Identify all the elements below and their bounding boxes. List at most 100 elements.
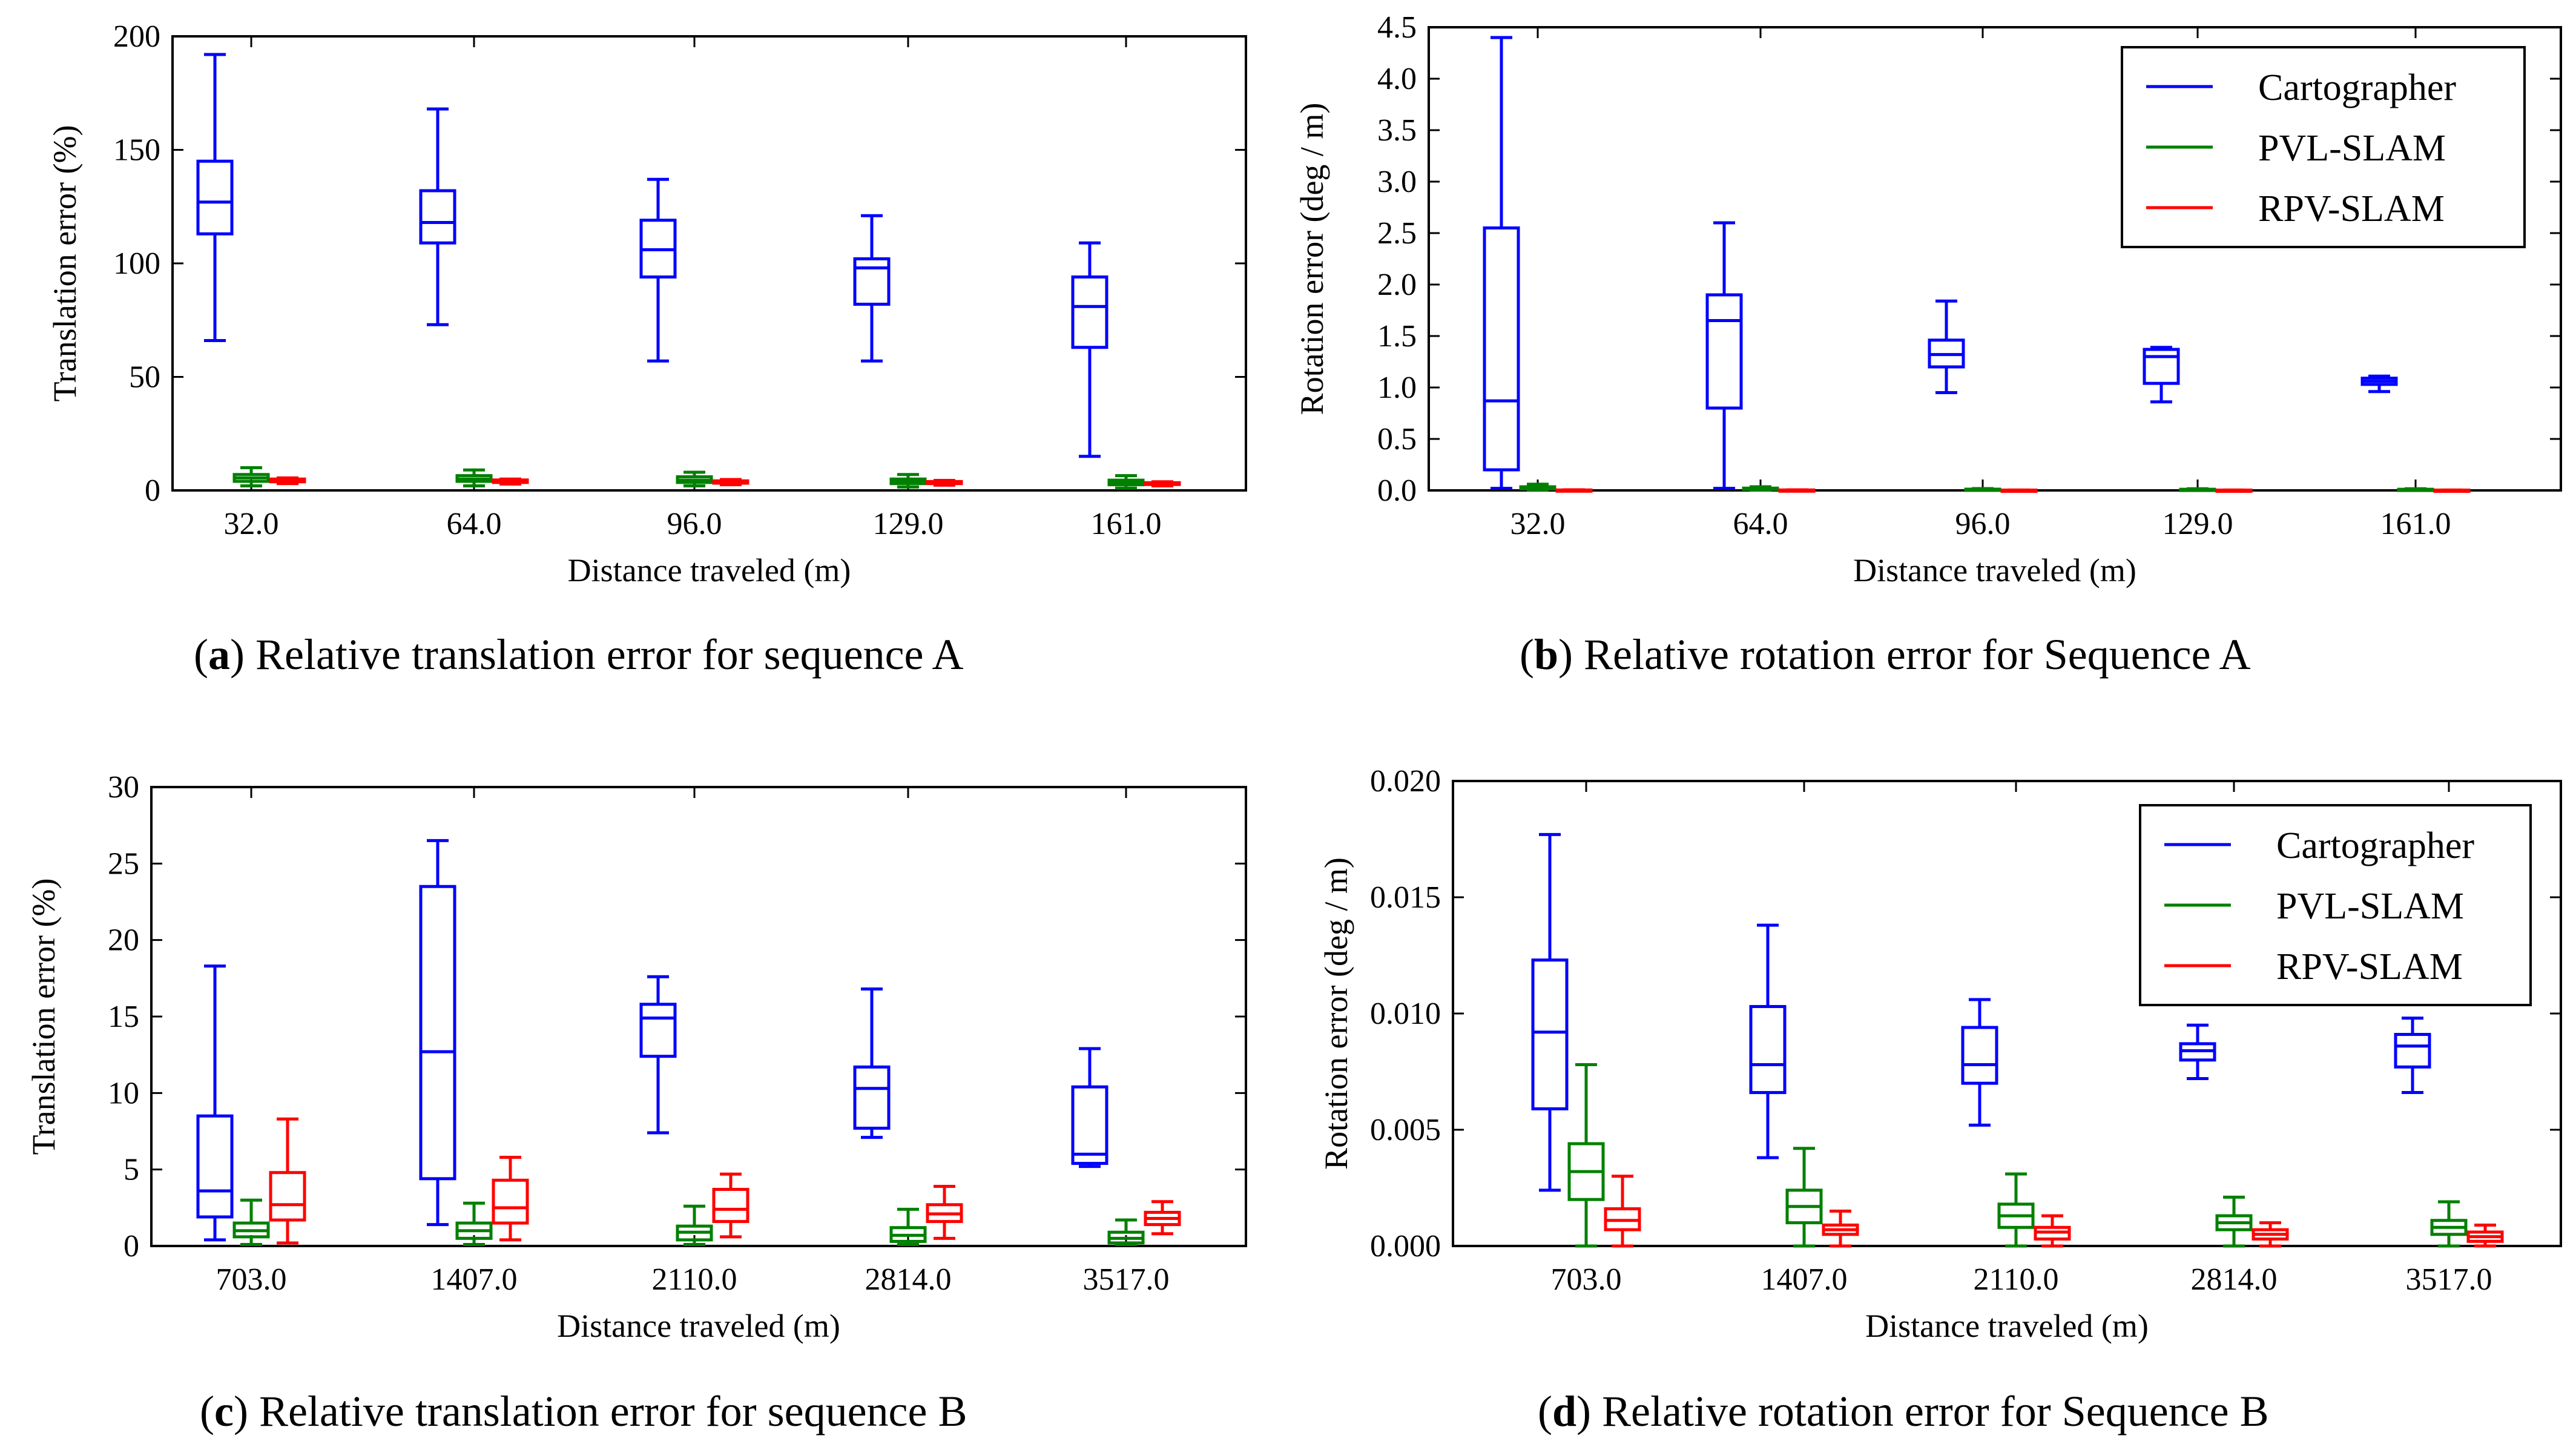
box-pvl-slam xyxy=(232,1198,270,1246)
x-tick-label: 96.0 xyxy=(1955,507,2011,541)
x-tick-label: 129.0 xyxy=(2163,507,2233,541)
box-cartographer xyxy=(1071,1047,1108,1168)
box-rpv-slam xyxy=(2215,488,2253,493)
box-pvl-slam xyxy=(676,470,713,487)
y-tick-label: 0 xyxy=(145,473,160,508)
x-tick-label: 2814.0 xyxy=(2191,1262,2278,1297)
y-tick-label: 30 xyxy=(108,770,139,805)
x-axis-label: Distance traveled (m) xyxy=(568,552,851,588)
x-tick-label: 32.0 xyxy=(224,507,279,541)
box-cartographer xyxy=(2143,346,2180,404)
box-cartographer xyxy=(853,214,891,363)
y-axis-label: Translation error (%) xyxy=(47,125,83,402)
x-axis-label: Distance traveled (m) xyxy=(1865,1308,2149,1344)
iqr-box xyxy=(1531,958,1569,1110)
y-tick-label: 0 xyxy=(124,1229,139,1264)
box-rpv-slam xyxy=(1144,1200,1181,1236)
plot-frame xyxy=(150,786,1247,1247)
iqr-box xyxy=(1483,226,1520,472)
y-tick-label: 15 xyxy=(108,1000,139,1034)
iqr-box xyxy=(853,257,891,306)
box-rpv-slam xyxy=(1604,1175,1641,1248)
y-tick-label: 10 xyxy=(108,1076,139,1110)
box-cartographer xyxy=(1531,832,1569,1192)
y-tick-label: 0.000 xyxy=(1370,1229,1441,1264)
y-axis-label: Translation error (%) xyxy=(25,878,62,1155)
caption-c-label: (c) xyxy=(200,1387,248,1435)
box-rpv-slam xyxy=(2252,1221,2289,1248)
box-rpv-slam xyxy=(1822,1209,1859,1248)
box-pvl-slam xyxy=(1785,1147,1823,1248)
box-cartographer xyxy=(1928,299,1965,394)
box-cartographer xyxy=(2179,1023,2216,1081)
box-pvl-slam xyxy=(1997,1172,2035,1248)
box-pvl-slam xyxy=(2179,487,2216,492)
x-tick-label: 2110.0 xyxy=(651,1262,737,1297)
x-tick-label: 64.0 xyxy=(447,507,502,541)
y-tick-label: 0.0 xyxy=(1377,473,1417,508)
box-rpv-slam xyxy=(2000,488,2038,493)
x-tick-label: 703.0 xyxy=(1551,1262,1622,1297)
y-tick-label: 0.020 xyxy=(1370,764,1441,799)
y-tick-label: 0.015 xyxy=(1370,880,1441,915)
caption-c-text: Relative translation error for sequence … xyxy=(248,1387,967,1435)
x-tick-label: 161.0 xyxy=(2380,507,2451,541)
y-tick-label: 20 xyxy=(108,923,139,958)
x-tick-label: 1407.0 xyxy=(1761,1262,1848,1297)
caption-b-label: (b) xyxy=(1520,630,1573,679)
legend-label: PVL-SLAM xyxy=(2258,128,2446,169)
box-pvl-slam xyxy=(2430,1200,2468,1248)
box-cartographer xyxy=(639,177,677,363)
iqr-box xyxy=(419,189,456,245)
caption-d: (d) Relative rotation error for Sequence… xyxy=(1538,1386,2269,1437)
box-pvl-slam xyxy=(1107,474,1145,490)
box-pvl-slam xyxy=(676,1204,713,1246)
chart-c: 0 5 10 15 20 25 30 703.0 1407.0 2110.0 2814.0 3517.… xyxy=(25,770,1247,1344)
iqr-box xyxy=(853,1065,891,1130)
box-pvl-slam xyxy=(1519,483,1556,492)
y-tick-label: 0.5 xyxy=(1377,422,1417,457)
y-tick-label: 50 xyxy=(129,360,160,395)
iqr-box xyxy=(1705,293,1743,410)
iqr-box xyxy=(1961,1026,1998,1085)
y-tick-label: 1.0 xyxy=(1377,371,1417,405)
box-pvl-slam xyxy=(455,468,493,487)
y-tick-label: 0.010 xyxy=(1370,997,1441,1031)
iqr-box xyxy=(1749,1004,1787,1095)
box-rpv-slam xyxy=(492,1155,529,1242)
box-rpv-slam xyxy=(1555,488,1593,493)
box-pvl-slam xyxy=(1567,1063,1605,1248)
iqr-box xyxy=(269,1171,306,1222)
box-rpv-slam xyxy=(2433,488,2471,493)
box-rpv-slam xyxy=(2034,1214,2071,1248)
caption-b: (b) Relative rotation error for Sequence… xyxy=(1520,630,2251,680)
caption-d-label: (d) xyxy=(1538,1387,1592,1435)
legend-label: RPV-SLAM xyxy=(2276,946,2463,987)
box-pvl-slam xyxy=(232,466,270,487)
caption-a: (a) Relative translation error for seque… xyxy=(194,630,964,680)
y-tick-label: 3.0 xyxy=(1377,165,1417,199)
iqr-box xyxy=(2394,1033,2431,1069)
caption-a-text: Relative translation error for sequence … xyxy=(244,630,964,679)
x-tick-label: 64.0 xyxy=(1733,507,1788,541)
y-tick-label: 0.005 xyxy=(1370,1113,1441,1147)
x-tick-label: 2814.0 xyxy=(865,1262,952,1297)
box-rpv-slam xyxy=(269,1117,306,1245)
box-rpv-slam xyxy=(1144,480,1181,487)
iqr-box xyxy=(639,1003,677,1058)
box-pvl-slam xyxy=(1964,487,2001,492)
y-tick-label: 150 xyxy=(113,133,160,168)
chart-a: 0 50 100 150 200 32.0 64.0 96.0 129.0 161.0 Distan… xyxy=(47,19,1247,588)
x-tick-label: 161.0 xyxy=(1091,507,1162,541)
box-pvl-slam xyxy=(889,473,927,489)
box-cartographer xyxy=(1961,998,1998,1127)
y-tick-label: 2.0 xyxy=(1377,268,1417,302)
caption-d-text: Relative rotation error for Sequence B xyxy=(1591,1387,2269,1435)
box-rpv-slam xyxy=(269,476,306,486)
chart-b: 0.0 0.5 1.0 1.5 2.0 2.5 3.0 3.5 4.0 4.5 32.0 64.0 96… xyxy=(1294,10,2562,588)
x-tick-label: 1407.0 xyxy=(431,1262,518,1297)
iqr-box xyxy=(196,1114,234,1219)
caption-c: (c) Relative translation error for seque… xyxy=(200,1386,967,1437)
x-tick-label: 703.0 xyxy=(216,1262,287,1297)
